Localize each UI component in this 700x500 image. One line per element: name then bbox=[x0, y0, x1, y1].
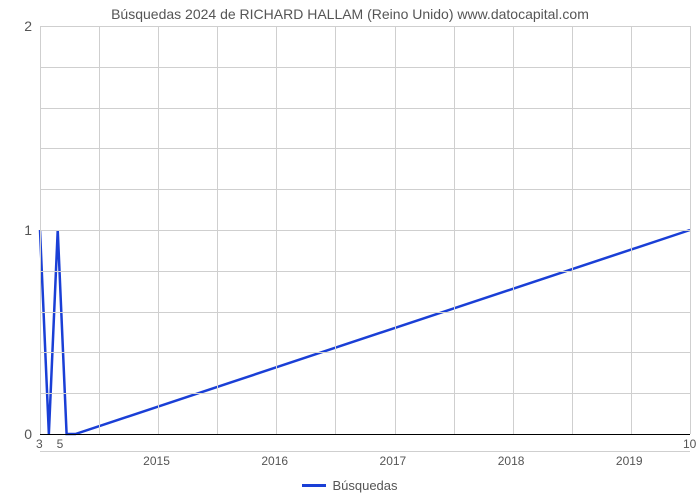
x-tick-label: 2015 bbox=[143, 454, 170, 468]
point-label: 10 bbox=[683, 437, 696, 451]
gridline-h bbox=[40, 67, 690, 68]
legend-label: Búsquedas bbox=[332, 478, 397, 493]
gridline-v bbox=[158, 26, 159, 434]
series-path bbox=[40, 230, 690, 434]
gridline-h bbox=[40, 230, 690, 231]
gridline-h bbox=[40, 352, 690, 353]
gridline-h bbox=[40, 108, 690, 109]
x-axis-divider bbox=[40, 451, 690, 452]
x-tick-label: 2016 bbox=[261, 454, 288, 468]
plot-area bbox=[40, 26, 691, 434]
x-tick-label: 2018 bbox=[498, 454, 525, 468]
y-tick-label: 1 bbox=[24, 222, 32, 238]
point-label: 3 bbox=[36, 437, 43, 451]
gridline-v bbox=[454, 26, 455, 434]
point-label: 5 bbox=[57, 437, 64, 451]
gridline-v bbox=[631, 26, 632, 434]
legend-swatch bbox=[302, 484, 326, 487]
y-tick-label: 2 bbox=[24, 18, 32, 34]
gridline-v bbox=[690, 26, 691, 434]
gridline-v bbox=[572, 26, 573, 434]
gridline-v bbox=[276, 26, 277, 434]
gridline-h bbox=[40, 189, 690, 190]
legend: Búsquedas bbox=[0, 475, 700, 493]
gridline-v bbox=[217, 26, 218, 434]
searches-chart: Búsquedas 2024 de RICHARD HALLAM (Reino … bbox=[0, 0, 700, 500]
x-tick-label: 2019 bbox=[616, 454, 643, 468]
gridline-v bbox=[40, 26, 41, 434]
gridline-v bbox=[395, 26, 396, 434]
legend-item: Búsquedas bbox=[302, 478, 397, 493]
gridline-h bbox=[40, 393, 690, 394]
gridline-h bbox=[40, 148, 690, 149]
gridline-v bbox=[513, 26, 514, 434]
gridline-h bbox=[40, 271, 690, 272]
gridline-v bbox=[335, 26, 336, 434]
gridline-h bbox=[40, 312, 690, 313]
x-axis-line bbox=[40, 434, 690, 435]
chart-title: Búsquedas 2024 de RICHARD HALLAM (Reino … bbox=[0, 6, 700, 22]
x-tick-label: 2017 bbox=[380, 454, 407, 468]
y-tick-label: 0 bbox=[24, 426, 32, 442]
gridline-h bbox=[40, 26, 690, 27]
gridline-v bbox=[99, 26, 100, 434]
